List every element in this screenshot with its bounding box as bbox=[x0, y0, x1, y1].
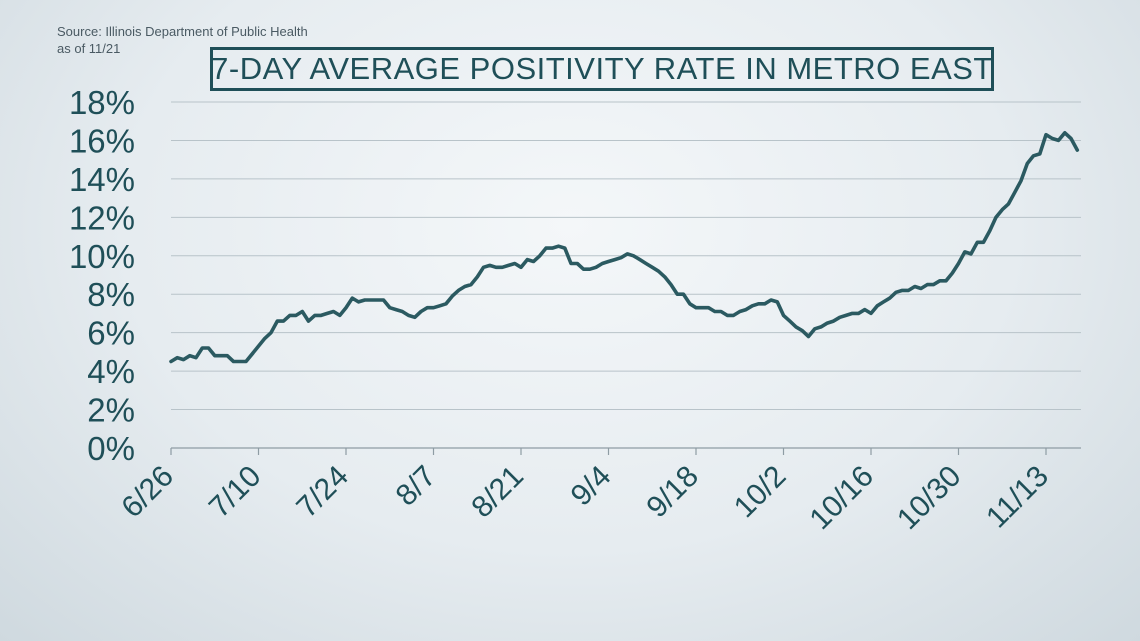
gridlines bbox=[171, 101, 1081, 411]
y-tick-label: 8% bbox=[87, 276, 135, 313]
chart-title-box: 7-DAY AVERAGE POSITIVITY RATE IN METRO E… bbox=[210, 47, 994, 91]
as-of-date: as of 11/21 bbox=[57, 41, 121, 56]
y-tick-label: 14% bbox=[69, 161, 135, 198]
chart-title: 7-DAY AVERAGE POSITIVITY RATE IN METRO E… bbox=[211, 51, 993, 86]
y-tick-label: 12% bbox=[69, 199, 135, 236]
x-tick-label: 9/4 bbox=[565, 460, 618, 513]
source-line: Source: Illinois Department of Public He… bbox=[57, 24, 308, 39]
x-tick-label: 8/7 bbox=[390, 460, 443, 513]
x-tick-label: 6/26 bbox=[115, 460, 180, 525]
x-tick-label: 10/30 bbox=[891, 460, 967, 536]
x-tick-label: 10/16 bbox=[804, 460, 880, 536]
y-tick-label: 6% bbox=[87, 315, 135, 352]
y-axis-ticks: 0%2%4%6%8%10%12%14%16%18% bbox=[69, 84, 135, 467]
series-group bbox=[169, 131, 1080, 364]
x-tick-label: 8/21 bbox=[465, 460, 530, 525]
y-tick-label: 18% bbox=[69, 84, 135, 121]
y-tick-label: 10% bbox=[69, 238, 135, 275]
x-tick-label: 7/10 bbox=[203, 460, 268, 525]
y-tick-label: 16% bbox=[69, 122, 135, 159]
y-tick-label: 4% bbox=[87, 353, 135, 390]
x-tick-label: 11/13 bbox=[980, 460, 1055, 535]
y-tick-label: 0% bbox=[87, 430, 135, 467]
x-tick-label: 7/24 bbox=[290, 460, 355, 525]
x-tick-label: 10/2 bbox=[728, 460, 793, 525]
source-note: Source: Illinois Department of Public He… bbox=[57, 23, 308, 57]
x-tick-label: 9/18 bbox=[640, 460, 705, 525]
x-axis-ticks: 6/26 7/10 7/24 8/7 8/21 9/4 9/18 10/2 10/16 10/30… bbox=[115, 448, 1055, 536]
y-tick-label: 2% bbox=[87, 392, 135, 429]
series-line bbox=[169, 131, 1080, 364]
